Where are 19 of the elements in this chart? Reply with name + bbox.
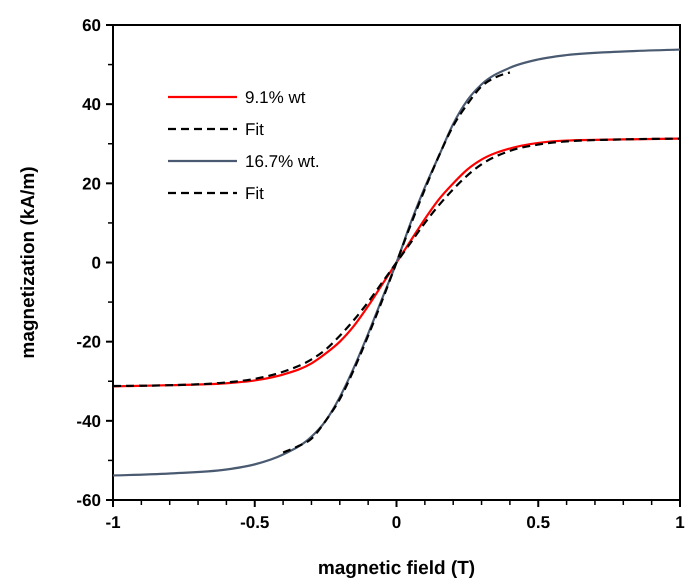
line-series: [112, 48, 682, 477]
y-tick-label: -40: [76, 412, 101, 431]
y-tick-label: 60: [82, 16, 101, 35]
x-tick-label: 0.5: [526, 513, 550, 532]
legend-label: Fit: [245, 184, 264, 203]
x-tick-label: -1: [105, 513, 121, 532]
legend-label: Fit: [245, 120, 264, 139]
x-tick-label: -0.5: [240, 513, 270, 532]
legend-label: 16.7% wt.: [245, 152, 320, 171]
legend-label: 9.1% wt: [245, 88, 306, 107]
x-axis-title: magnetic field (T): [318, 558, 476, 579]
y-tick-label: -20: [76, 332, 101, 352]
y-tick-label: 20: [82, 174, 101, 194]
y-tick-label: 0: [92, 253, 101, 272]
y-axis-title: magnetization (kA/m): [18, 166, 39, 359]
x-tick-label: 0: [392, 513, 402, 532]
x-tick-label: 1: [675, 513, 685, 532]
y-tick-label: 40: [82, 95, 101, 114]
y-tick-label: -60: [76, 490, 101, 510]
